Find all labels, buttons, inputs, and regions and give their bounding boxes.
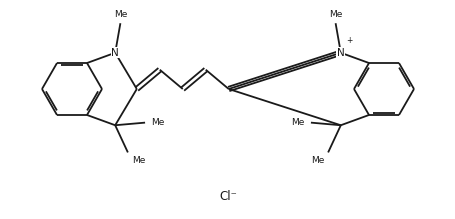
Text: Me: Me (310, 156, 324, 165)
Text: Cl⁻: Cl⁻ (218, 191, 237, 203)
Text: Me: Me (328, 10, 342, 19)
Text: +: + (345, 36, 352, 45)
Text: Me: Me (131, 156, 145, 165)
Text: N: N (111, 48, 119, 58)
Text: Me: Me (113, 10, 127, 19)
Text: Me: Me (151, 118, 164, 127)
Text: Me: Me (291, 118, 304, 127)
Text: N: N (336, 48, 344, 58)
